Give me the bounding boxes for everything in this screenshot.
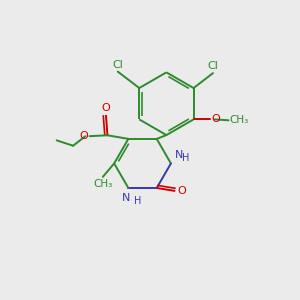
Text: N: N [122,194,130,203]
Text: CH₃: CH₃ [230,115,249,125]
Text: H: H [134,196,141,206]
Text: Cl: Cl [208,61,218,71]
Text: H: H [182,153,190,163]
Text: N: N [175,151,183,160]
Text: O: O [177,186,186,196]
Text: O: O [211,114,220,124]
Text: O: O [102,103,110,112]
Text: CH₃: CH₃ [93,179,112,189]
Text: O: O [79,130,88,141]
Text: Cl: Cl [112,60,123,70]
